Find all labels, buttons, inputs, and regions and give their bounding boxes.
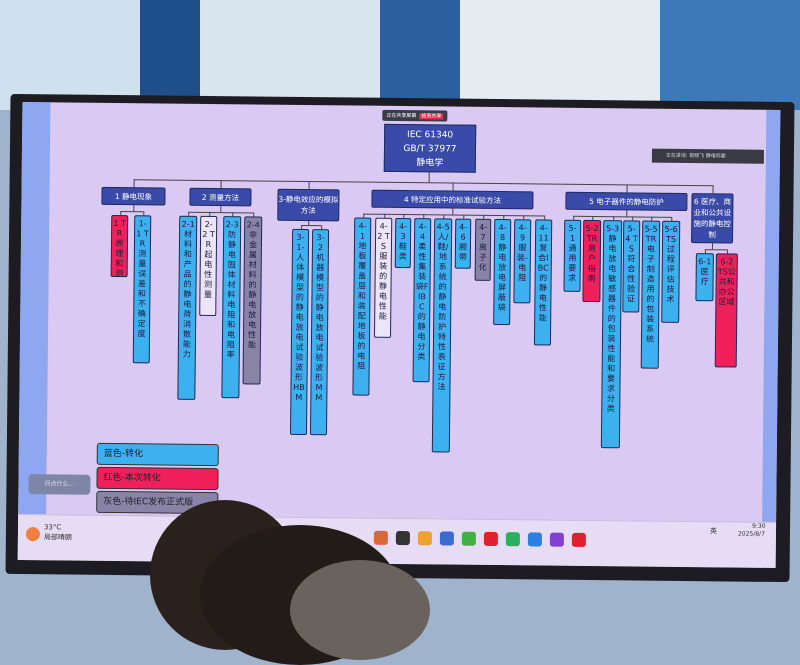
file-icon[interactable] <box>395 530 410 546</box>
right-strip <box>761 109 781 568</box>
wall <box>0 0 140 110</box>
leaf-node[interactable]: 3-2 机器模型的静电放电试验波形MM <box>309 229 330 436</box>
taskbar: 33°C 局部晴朗 搜索 英 9:30 2025/8/7 <box>17 514 777 568</box>
connector-line <box>119 211 143 213</box>
leaf-node[interactable]: 6-1 医疗 <box>695 253 714 302</box>
audience-head <box>290 560 430 660</box>
store-icon[interactable] <box>439 531 454 546</box>
meeting-icon[interactable] <box>527 532 542 547</box>
legend-item: 红色-本次转化 <box>96 466 219 491</box>
weather-desc: 局部晴朗 <box>43 533 72 542</box>
wall <box>200 0 380 110</box>
leaf-node[interactable]: 4-8 静电放电屏蔽袋 <box>493 218 512 326</box>
leaf-node[interactable]: 2-3 防静电固体材料电阻和电阻率 <box>221 216 242 399</box>
clock-time[interactable]: 9:30 <box>752 522 766 530</box>
leaf-node[interactable]: 2-1 材料和产品的静电荷消散能力 <box>177 215 198 400</box>
legend-item: 蓝色-转化 <box>96 442 219 467</box>
connector-line <box>704 249 727 251</box>
clock-date[interactable]: 2025/8/7 <box>737 530 765 538</box>
leaf-node[interactable]: 4-9 服装-电阻 <box>513 219 532 304</box>
category-2[interactable]: 2 测量方法 <box>189 187 252 207</box>
stop-share-button[interactable]: 结束共享 <box>419 113 444 120</box>
screen: 正在共享屏幕 结束共享 正在讲话: 视频飞 静电标委 IEC 61340 GB/T… <box>17 102 781 568</box>
connector-line <box>220 180 222 189</box>
connector-line <box>300 224 321 227</box>
ask-box[interactable]: 问点什么... <box>28 474 91 495</box>
connector-line <box>362 213 544 217</box>
leaf-node[interactable]: 5-1 通用要求 <box>563 219 582 292</box>
folder-icon[interactable] <box>417 531 432 546</box>
leaf-node[interactable]: 1-1 TR测量误差和不确定度 <box>132 215 152 364</box>
ask-label: 问点什么... <box>44 480 75 488</box>
wall <box>660 0 800 110</box>
connector-line <box>133 179 135 188</box>
connector-line <box>308 181 310 190</box>
leaf-node[interactable]: 5-6 TS过程评估技术 <box>661 220 681 323</box>
wps-icon[interactable] <box>483 531 498 547</box>
wall <box>380 0 460 110</box>
connector-line <box>712 185 714 194</box>
leaf-node[interactable]: 2-2 TR起电性测量 <box>199 215 218 317</box>
leaf-node[interactable]: 5-4 TS符合性验证 <box>622 220 641 313</box>
leaf-node[interactable]: 1 TR原理和测量 <box>110 214 129 278</box>
leaf-node[interactable]: 4-3 鞋类 <box>394 217 412 269</box>
wall <box>460 0 660 110</box>
connector-line <box>626 184 628 193</box>
category-1[interactable]: 1 静电现象 <box>101 186 166 206</box>
wall <box>140 0 200 110</box>
wps-office-icon[interactable] <box>571 532 586 547</box>
leaf-node[interactable]: 3-1-人体模型的静电放电试验波形HBM <box>289 228 310 436</box>
category-4[interactable]: 4 特定应用中的标准试验方法 <box>371 189 534 210</box>
connector-line <box>428 172 430 183</box>
root-line1: IEC 61340 <box>407 130 454 141</box>
leaf-node[interactable]: 5-5 TR电子制造用的包装系统 <box>640 220 661 369</box>
ai-icon[interactable] <box>549 532 564 547</box>
screen-share-bar: 正在共享屏幕 结束共享 <box>382 109 448 122</box>
leaf-node[interactable]: 4-7 离子化 <box>474 218 492 281</box>
root-node[interactable]: IEC 61340 GB/T 37977 静电学 <box>383 123 477 173</box>
leaf-node[interactable]: 4-1 地板覆盖层和装配地板的电阻 <box>352 217 372 396</box>
category-5[interactable]: 5 电子器件的静电防护 <box>565 191 688 212</box>
leaf-node[interactable]: 4-5 人/鞋/地系统的静电防护特性表征方法 <box>431 218 453 453</box>
weather-icon[interactable] <box>25 527 40 542</box>
ime-indicator[interactable]: 英 <box>709 527 718 536</box>
connector-line <box>572 215 672 218</box>
tv-monitor: 正在共享屏幕 结束共享 正在讲话: 视频飞 静电标委 IEC 61340 GB/T… <box>5 93 795 583</box>
wechat-icon[interactable] <box>505 532 520 547</box>
leaf-node[interactable]: 4-6 腕带 <box>454 218 472 269</box>
connector-line <box>452 182 454 191</box>
leaf-node[interactable]: 4-4 柔性集装袋FIBC的静电分类 <box>412 218 432 383</box>
leaf-node[interactable]: 2-4 非金属材料的静电放电性能 <box>242 216 263 385</box>
category-3[interactable]: 3-静电效应的模拟方法 <box>277 188 340 222</box>
leaf-node[interactable]: 6-2 TS公共和办公区域 <box>714 253 738 368</box>
weather-temp: 33°C <box>43 523 62 532</box>
root-line2: GB/T 37977 <box>403 144 457 155</box>
root-line3: 静电学 <box>416 158 444 169</box>
connector-line <box>188 211 254 214</box>
speaker-indicator: 正在讲话: 视频飞 静电标委 <box>651 148 764 164</box>
share-label: 正在共享屏幕 <box>386 112 417 120</box>
category-6[interactable]: 6 医疗、商业和公共设施的静电控制 <box>691 193 734 244</box>
speaker-label: 正在讲话: 视频飞 静电标委 <box>665 152 726 160</box>
weather-icon[interactable] <box>373 530 388 545</box>
leaf-node[interactable]: 5-3 静电放电敏感器件的包装性能和要求分类 <box>600 220 623 449</box>
leaf-node[interactable]: 5-2 TR用户指南 <box>582 219 602 303</box>
leaf-node[interactable]: 4-11 复合IBC的静电性能 <box>533 219 553 346</box>
browser-icon[interactable] <box>461 531 476 546</box>
leaf-node[interactable]: 4-2 TS服装的静电性能 <box>374 217 393 338</box>
